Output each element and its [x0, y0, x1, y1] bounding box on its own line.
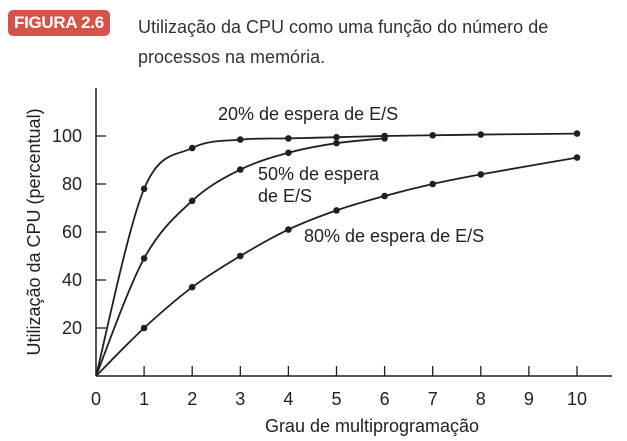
figure-label: FIGURA 2.6	[8, 10, 110, 36]
x-tick-label: 1	[139, 389, 149, 409]
data-point	[285, 135, 292, 142]
y-tick-label: 20	[62, 318, 82, 338]
data-point	[237, 166, 244, 173]
data-point	[140, 255, 148, 262]
x-tick-label: 6	[380, 389, 390, 409]
label-20: 20% de espera de E/S	[218, 104, 398, 124]
label-50-line1: 50% de espera	[258, 164, 380, 184]
data-point	[333, 207, 340, 214]
data-point	[333, 139, 340, 147]
x-tick-label: 0	[91, 389, 101, 409]
data-point	[237, 136, 244, 143]
x-axis-label: Grau de multiprogramação	[265, 416, 479, 436]
data-point	[429, 180, 437, 188]
data-point	[477, 131, 485, 138]
data-point	[140, 185, 148, 193]
data-point	[381, 192, 388, 200]
x-tick-label: 4	[283, 389, 293, 409]
y-tick-label: 80	[62, 174, 82, 194]
data-point	[188, 197, 196, 205]
data-point	[429, 131, 437, 139]
data-point	[188, 283, 196, 291]
data-point	[477, 171, 485, 178]
x-tick-label: 2	[187, 389, 197, 409]
figure-caption: Utilização da CPU como uma função do núm…	[138, 17, 549, 67]
data-point	[573, 130, 581, 137]
y-tick-label: 100	[52, 126, 82, 146]
data-point	[188, 144, 196, 152]
x-tick-label: 3	[235, 389, 245, 409]
label-80: 80% de espera de E/S	[304, 226, 484, 246]
data-point	[140, 324, 148, 332]
x-tick-label: 8	[476, 389, 486, 409]
y-tick-label: 40	[62, 270, 82, 290]
x-tick-label: 7	[428, 389, 438, 409]
data-point	[333, 133, 340, 141]
data-point	[285, 226, 292, 233]
x-tick-label: 5	[331, 389, 341, 409]
x-tick-label: 10	[567, 389, 587, 409]
label-50-line2: de E/S	[258, 186, 312, 206]
y-tick-label: 60	[62, 222, 82, 242]
series-line-2	[95, 156, 578, 377]
data-point	[285, 149, 292, 157]
x-tick-label: 9	[524, 389, 534, 409]
data-point	[237, 252, 244, 260]
data-point	[381, 135, 388, 142]
y-axis-label: Utilização da CPU (percentual)	[24, 108, 44, 355]
data-point	[573, 154, 581, 161]
